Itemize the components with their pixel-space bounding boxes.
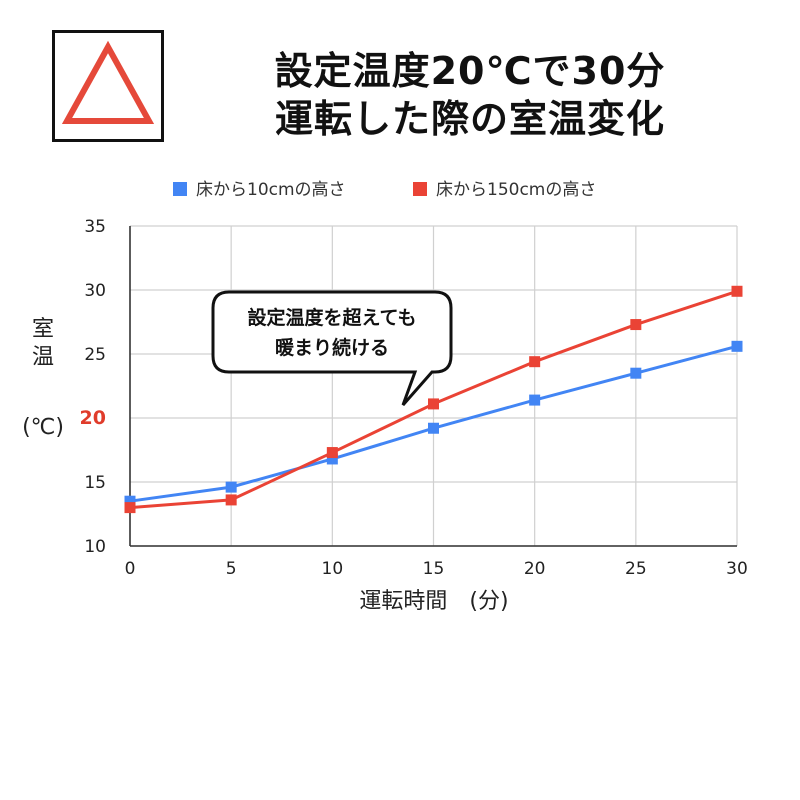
y-tick-label: 10: [84, 537, 106, 557]
title-line-2: 運転した際の室温変化: [274, 97, 665, 141]
data-point: [731, 285, 743, 297]
data-point: [529, 394, 541, 406]
legend-swatch: [413, 182, 427, 196]
x-tick-label: 5: [226, 559, 237, 579]
x-tick-label: 0: [125, 559, 136, 579]
data-point: [225, 481, 237, 493]
data-point: [428, 422, 439, 434]
data-point: [428, 398, 439, 410]
legend-label: 床から10cmの高さ: [196, 180, 346, 200]
y-tick-label: 35: [84, 217, 106, 237]
data-point: [630, 367, 642, 379]
data-point: [529, 356, 541, 368]
warning-box: [52, 30, 164, 142]
y-axis-label-char: 温: [32, 345, 54, 370]
x-tick-label: 10: [322, 559, 344, 579]
title-line-1: 設定温度20℃で30分: [274, 49, 666, 93]
x-tick-label: 15: [423, 559, 445, 579]
data-point: [326, 453, 338, 465]
y-tick-label: 25: [84, 345, 106, 365]
data-point: [731, 340, 743, 352]
annotation-callout: [211, 290, 453, 406]
y-tick-label: 15: [84, 473, 106, 493]
data-point: [124, 502, 136, 514]
data-point: [225, 494, 237, 506]
x-axis-label: 運転時間 (分): [359, 589, 508, 614]
data-point: [326, 447, 338, 459]
legend-swatch: [173, 182, 187, 196]
y-tick-label: 20: [80, 407, 106, 429]
legend-label: 床から150cmの高さ: [436, 180, 596, 200]
x-tick-label: 20: [524, 559, 546, 579]
annotation-text: 暖まり続ける: [275, 336, 389, 359]
x-tick-label: 25: [625, 559, 647, 579]
warning-triangle-icon: [61, 40, 155, 124]
data-point: [630, 319, 642, 331]
y-tick-label: 30: [84, 281, 106, 301]
x-tick-label: 30: [726, 559, 748, 579]
data-point: [124, 495, 136, 507]
y-axis-unit: (℃): [22, 415, 64, 440]
annotation-text: 設定温度を超えても: [247, 306, 416, 329]
y-axis-label-char: 室: [32, 317, 54, 342]
